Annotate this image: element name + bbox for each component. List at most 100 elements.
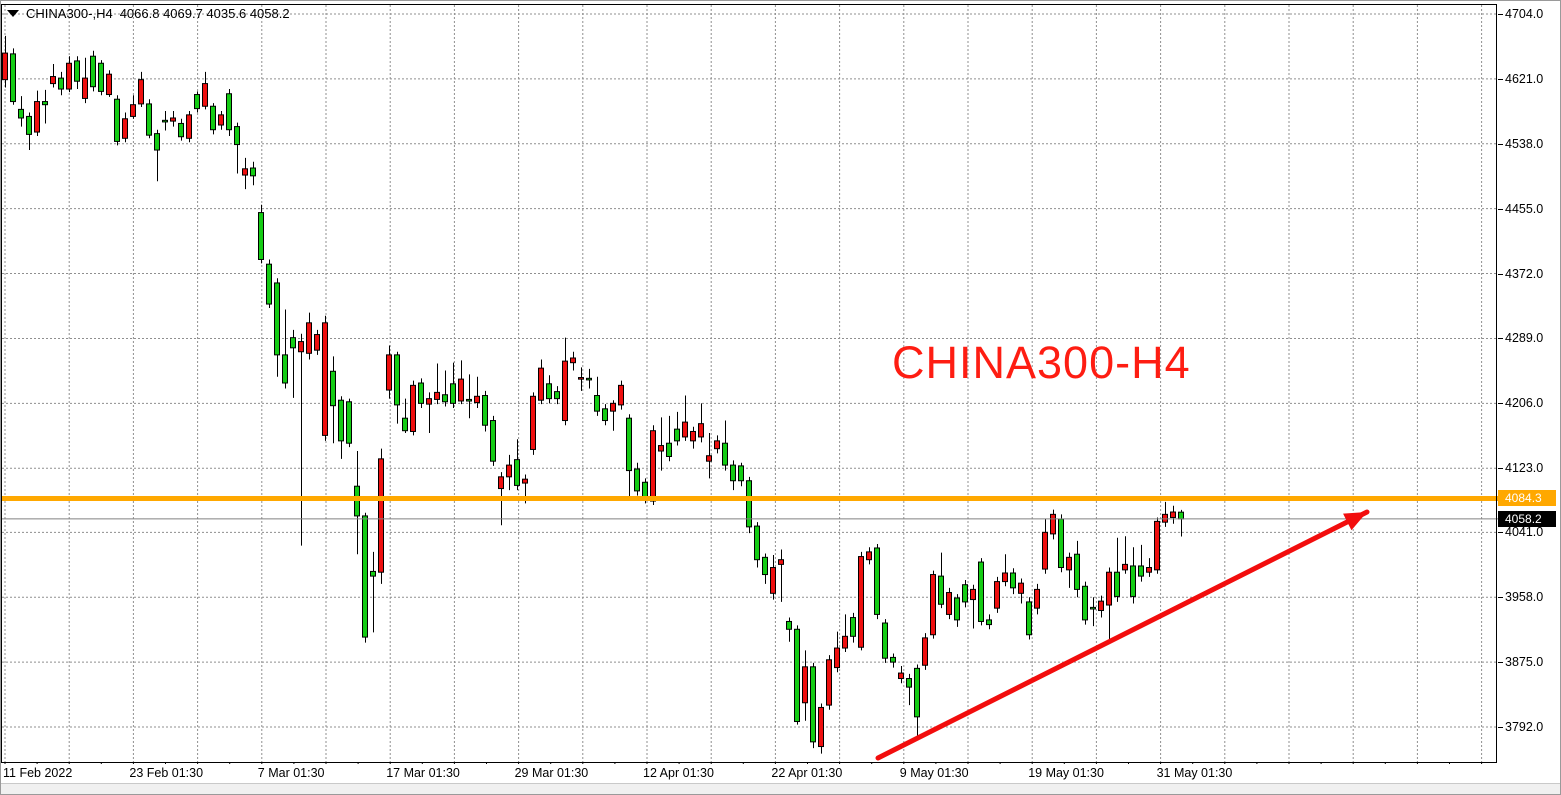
candle-body[interactable] bbox=[490, 420, 496, 462]
candle-body[interactable] bbox=[58, 77, 64, 90]
candle-body[interactable] bbox=[146, 103, 152, 136]
candle-body[interactable] bbox=[66, 62, 72, 90]
candle-body[interactable] bbox=[1106, 571, 1112, 606]
candle-body[interactable] bbox=[522, 478, 528, 484]
candle-body[interactable] bbox=[1018, 582, 1024, 594]
candle-body[interactable] bbox=[98, 62, 104, 92]
candle-body[interactable] bbox=[1114, 571, 1120, 597]
candle-body[interactable] bbox=[482, 395, 488, 426]
candle-body[interactable] bbox=[370, 570, 376, 577]
candle-body[interactable] bbox=[138, 79, 144, 105]
candle-body[interactable] bbox=[514, 459, 520, 486]
candle-body[interactable] bbox=[970, 588, 976, 601]
candle-body[interactable] bbox=[1002, 572, 1008, 583]
candle-body[interactable] bbox=[298, 341, 304, 353]
candle-body[interactable] bbox=[850, 617, 856, 637]
candle-body[interactable] bbox=[1034, 588, 1040, 609]
candle-body[interactable] bbox=[186, 114, 192, 139]
candle-body[interactable] bbox=[130, 104, 136, 117]
candle-body[interactable] bbox=[882, 622, 888, 659]
candle-body[interactable] bbox=[946, 592, 952, 615]
candle-body[interactable] bbox=[258, 212, 264, 260]
candle-body[interactable] bbox=[210, 105, 216, 131]
candle-body[interactable] bbox=[698, 423, 704, 438]
annotation-text[interactable]: CHINA300-H4 bbox=[892, 337, 1191, 388]
candle-body[interactable] bbox=[1050, 513, 1056, 535]
candle-body[interactable] bbox=[498, 476, 504, 490]
candle-body[interactable] bbox=[1162, 513, 1168, 523]
candle-body[interactable] bbox=[890, 656, 896, 663]
candle-body[interactable] bbox=[426, 398, 432, 405]
candle-body[interactable] bbox=[834, 647, 840, 669]
candle-body[interactable] bbox=[586, 377, 592, 381]
candle-body[interactable] bbox=[410, 384, 416, 432]
candle-body[interactable] bbox=[874, 547, 880, 615]
candle-body[interactable] bbox=[450, 383, 456, 404]
candle-body[interactable] bbox=[226, 93, 232, 131]
candle-body[interactable] bbox=[402, 417, 408, 432]
candle-body[interactable] bbox=[578, 377, 584, 380]
candle-body[interactable] bbox=[594, 395, 600, 412]
candle-body[interactable] bbox=[178, 122, 184, 138]
candle-body[interactable] bbox=[26, 115, 32, 135]
candle-body[interactable] bbox=[690, 430, 696, 442]
candle-body[interactable] bbox=[602, 408, 608, 422]
candle-body[interactable] bbox=[722, 442, 728, 466]
candle-body[interactable] bbox=[978, 561, 984, 622]
candle-body[interactable] bbox=[90, 55, 96, 88]
candle-body[interactable] bbox=[2, 52, 8, 81]
candle-body[interactable] bbox=[666, 442, 672, 457]
candle-body[interactable] bbox=[898, 672, 904, 680]
candle-body[interactable] bbox=[1074, 553, 1080, 590]
candle-body[interactable] bbox=[338, 399, 344, 442]
candle-body[interactable] bbox=[466, 398, 472, 402]
candle-body[interactable] bbox=[458, 378, 464, 402]
candle-body[interactable] bbox=[562, 360, 568, 422]
candle-body[interactable] bbox=[1026, 601, 1032, 636]
chevron-down-icon[interactable] bbox=[7, 10, 19, 17]
candle-body[interactable] bbox=[682, 421, 688, 438]
candle-body[interactable] bbox=[570, 357, 576, 364]
candle-body[interactable] bbox=[762, 556, 768, 576]
candle-body[interactable] bbox=[242, 168, 248, 176]
candle-body[interactable] bbox=[1066, 556, 1072, 571]
candle-body[interactable] bbox=[754, 525, 760, 561]
candle-body[interactable] bbox=[530, 395, 536, 450]
candle-body[interactable] bbox=[1138, 565, 1144, 577]
candle-body[interactable] bbox=[986, 619, 992, 626]
candle-body[interactable] bbox=[122, 118, 128, 139]
candle-body[interactable] bbox=[234, 126, 240, 146]
candle-body[interactable] bbox=[730, 464, 736, 482]
price-axis[interactable]: 4084.3 4058.2 4704.0 4621.0 4538.0 4455.0 43… bbox=[1498, 1, 1560, 764]
candle-body[interactable] bbox=[114, 98, 120, 142]
candle-body[interactable] bbox=[802, 666, 808, 704]
candle-body[interactable] bbox=[610, 402, 616, 412]
candle-body[interactable] bbox=[866, 551, 872, 561]
candle-body[interactable] bbox=[218, 114, 224, 126]
candle-body[interactable] bbox=[554, 391, 560, 400]
trend-arrow-line[interactable] bbox=[875, 509, 1370, 761]
candle-body[interactable] bbox=[322, 322, 328, 436]
candle-body[interactable] bbox=[778, 559, 784, 565]
candle-body[interactable] bbox=[170, 117, 176, 122]
candle-body[interactable] bbox=[714, 440, 720, 450]
candle-body[interactable] bbox=[378, 458, 384, 573]
candle-body[interactable] bbox=[50, 76, 56, 85]
candle-body[interactable] bbox=[658, 445, 664, 452]
candle-body[interactable] bbox=[314, 334, 320, 351]
candle-body[interactable] bbox=[290, 337, 296, 349]
candle-body[interactable] bbox=[266, 263, 272, 305]
candle-body[interactable] bbox=[770, 567, 776, 594]
candle-body[interactable] bbox=[738, 465, 744, 482]
candle-body[interactable] bbox=[1082, 585, 1088, 621]
candle-body[interactable] bbox=[1170, 511, 1176, 518]
candle-body[interactable] bbox=[42, 101, 48, 106]
candle-body[interactable] bbox=[786, 620, 792, 630]
candle-body[interactable] bbox=[546, 383, 552, 400]
candlestick-chart[interactable] bbox=[1, 1, 1498, 771]
candle-body[interactable] bbox=[82, 77, 88, 99]
candle-body[interactable] bbox=[1010, 572, 1016, 589]
candle-body[interactable] bbox=[18, 108, 24, 119]
candle-body[interactable] bbox=[418, 382, 424, 404]
candle-body[interactable] bbox=[962, 584, 968, 603]
